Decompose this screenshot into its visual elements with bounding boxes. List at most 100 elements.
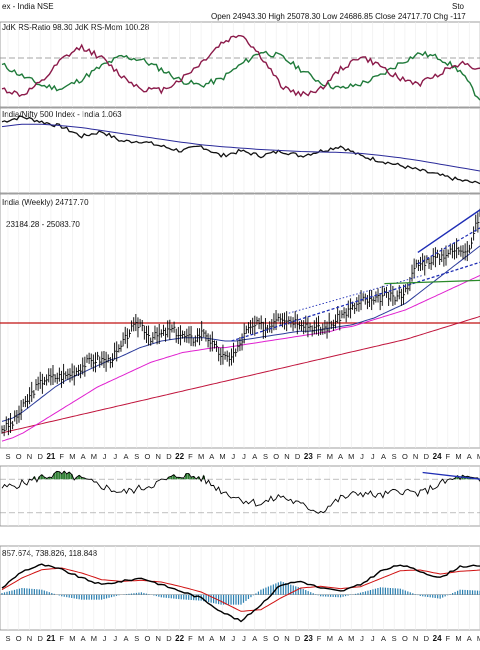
x-tick-label: S [263,634,268,643]
x-tick-label: 22 [175,452,184,461]
x-tick-label: N [27,634,32,643]
x-tick-label: 24 [433,452,442,461]
x-tick-label: 23 [304,634,313,643]
x-tick-label: M [455,452,461,461]
x-tick-label: M [198,452,204,461]
x-tick-label: M [348,452,354,461]
x-tick-label: A [209,634,214,643]
x-tick-label: A [467,452,472,461]
x-tick-label: N [155,452,160,461]
x-tick-label: A [252,452,257,461]
grid-layer [7,22,480,630]
x-tick-label: F [446,634,451,643]
channel-upper [417,209,480,254]
x-tick-label: F [59,634,64,643]
x-tick-label: D [37,634,43,643]
x-tick-label: N [284,452,289,461]
x-tick-label: J [242,452,246,461]
x-tick-label: A [81,634,86,643]
trendline-lower [231,261,480,342]
x-tick-label: F [317,452,322,461]
chart-title: ex - India NSE [2,2,54,11]
x-tick-label: O [273,452,279,461]
channel-lower [417,227,480,265]
x-tick-label: A [123,634,128,643]
relative-series-0 [1,115,480,185]
x-tick-label: 22 [175,634,184,643]
x-tick-label: D [424,634,430,643]
x-tick-label: M [219,634,225,643]
x-tick-label: F [317,634,322,643]
x-tick-label: 23 [304,452,313,461]
macd-legend: 857.674, 738.826, 118.848 [2,549,98,558]
x-tick-label: O [16,452,22,461]
rsi-divergence-line [422,471,480,480]
x-tick-label: M [348,634,354,643]
x-tick-label: M [219,452,225,461]
logo-text: Sto [452,2,465,11]
x-tick-label: D [166,634,172,643]
trendline-upper [288,275,423,314]
x-tick-label: J [360,452,364,461]
x-tick-label: F [59,452,64,461]
x-tick-label: J [231,452,235,461]
x-tick-label: M [327,452,333,461]
x-tick-label: N [155,634,160,643]
x-tick-label: A [209,452,214,461]
x-tick-label: O [402,452,408,461]
macd-signal-line [1,567,480,612]
price-sublegend: 23184.28 - 25083.70 [6,220,80,229]
macd-lines [0,563,480,623]
x-tick-label: S [134,634,139,643]
rrg-series-1 [1,34,480,98]
rsi-overbought-fill [33,471,479,480]
x-tick-label: M [91,634,97,643]
x-tick-label: J [242,634,246,643]
x-tick-label: J [360,634,364,643]
x-tick-label: J [103,452,107,461]
panel-price [0,193,480,449]
x-tick-label: O [273,634,279,643]
ma20-line [1,245,480,422]
x-tick-label: A [381,452,386,461]
x-tick-label: A [338,634,343,643]
x-tick-label: 21 [46,452,55,461]
x-tick-label: F [188,634,193,643]
x-tick-label: M [477,634,480,643]
x-tick-label: S [5,634,10,643]
x-tick-label: S [5,452,10,461]
rsi-lines [0,470,480,514]
x-tick-label: J [231,634,235,643]
x-tick-label: 21 [46,634,55,643]
panel-rrg [0,21,480,108]
x-tick-label: N [413,452,418,461]
x-tick-label: S [392,634,397,643]
panel-macd [0,545,480,631]
x-tick-label: D [295,452,301,461]
rsi-line [1,470,480,514]
rrg-lines [0,34,480,101]
relative-series-1 [1,123,480,172]
x-tick-label: M [327,634,333,643]
x-tick-label: D [166,452,172,461]
x-tick-label: M [198,634,204,643]
x-tick-label: M [91,452,97,461]
x-tick-label: O [145,452,151,461]
x-tick-label: D [295,634,301,643]
x-tick-label: M [477,452,480,461]
x-tick-label: D [37,452,43,461]
panel-rsi [0,465,480,527]
x-tick-label: A [123,452,128,461]
x-tick-label: N [413,634,418,643]
x-tick-label: M [455,634,461,643]
x-tick-label: D [424,452,430,461]
price-legend: India (Weekly) 24717.70 [2,198,89,207]
x-tick-label: M [69,634,75,643]
x-tick-label: J [113,634,117,643]
ma50-line [1,274,480,442]
ma200-line [1,315,480,434]
x-tick-label: O [16,634,22,643]
price-lines [0,208,480,442]
x-tick-label: M [69,452,75,461]
